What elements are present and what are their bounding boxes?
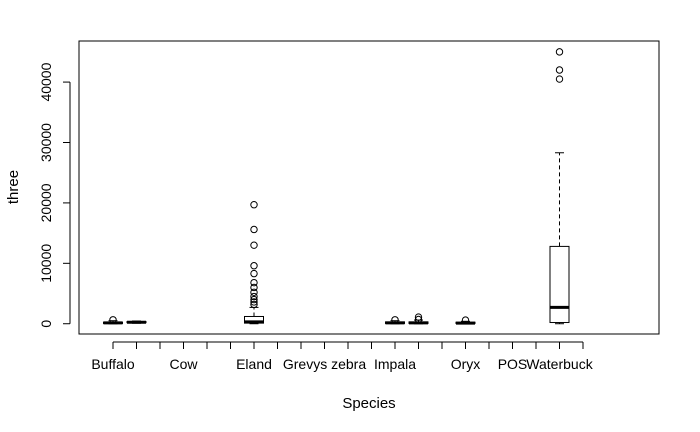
- x-tick-label: Waterbuck: [526, 356, 593, 372]
- x-axis: Buffalo Cow Eland Grevys zebra Impala Oryx POS…: [91, 341, 594, 372]
- outlier-point: [391, 316, 399, 324]
- box-2: [126, 320, 147, 324]
- box-16: [455, 316, 476, 325]
- x-tick-label: Oryx: [451, 356, 481, 372]
- y-tick-label: 0: [38, 320, 54, 328]
- x-tick-label: Grevys zebra: [283, 356, 366, 372]
- y-tick-label: 30000: [38, 123, 54, 162]
- box-20: [549, 48, 570, 325]
- outlier-point: [555, 48, 564, 56]
- x-tick-label: Cow: [169, 356, 198, 372]
- y-axis-label: three: [5, 170, 22, 204]
- outlier-point: [250, 262, 258, 270]
- x-axis-label: Species: [342, 395, 395, 412]
- outlier-point: [250, 283, 258, 292]
- outlier-point: [250, 201, 258, 209]
- x-tick-label: Buffalo: [91, 356, 135, 372]
- box-7: [244, 201, 264, 325]
- outlier-point: [555, 66, 564, 74]
- box-iqr: [549, 245, 570, 324]
- y-axis: 0 10000 20000 30000 40000: [38, 62, 71, 328]
- outlier-point: [250, 288, 258, 297]
- x-tick-label: Impala: [374, 356, 416, 372]
- plot-frame: [78, 40, 660, 335]
- outlier-point: [250, 269, 258, 278]
- x-tick-label: POS: [498, 356, 528, 372]
- outlier-point: [414, 313, 423, 321]
- y-tick-label: 10000: [38, 244, 54, 283]
- boxes: [103, 48, 570, 325]
- y-tick-label: 40000: [38, 62, 54, 101]
- outlier-point: [250, 241, 258, 249]
- outlier-point: [250, 292, 258, 301]
- box-1: [103, 316, 123, 325]
- outlier-point: [414, 315, 423, 324]
- outlier-point: [250, 225, 258, 234]
- x-tick-label: Eland: [236, 356, 272, 372]
- outlier-point: [555, 75, 564, 83]
- box-13: [385, 316, 405, 325]
- outlier-point: [250, 295, 258, 304]
- outlier-point: [461, 316, 470, 324]
- y-tick-label: 20000: [38, 183, 54, 222]
- outlier-point: [109, 316, 117, 324]
- box-14: [408, 313, 429, 325]
- outlier-point: [250, 298, 258, 306]
- outlier-point: [250, 278, 258, 287]
- outlier-point: [250, 300, 258, 309]
